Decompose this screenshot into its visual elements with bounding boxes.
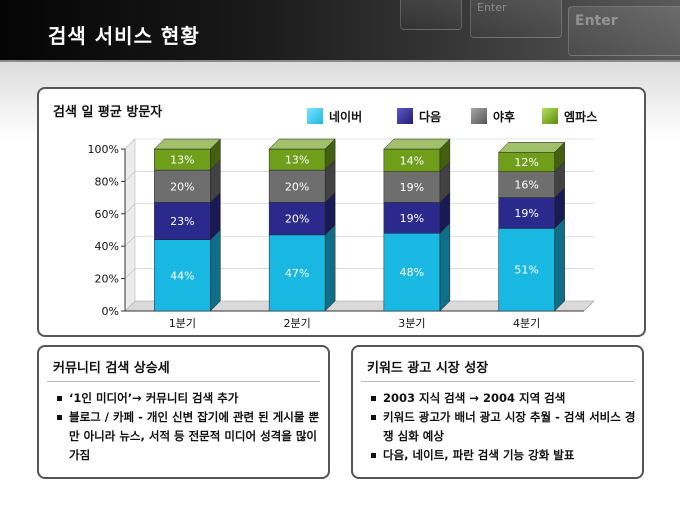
- legend-item-empas: 엠파스: [542, 107, 597, 125]
- legend-label: 엠파스: [564, 109, 598, 124]
- info-box-title: 커뮤니티 검색 상승세: [53, 361, 170, 376]
- data-label: 48%: [400, 266, 424, 279]
- legend-swatch: [542, 108, 558, 124]
- gridline-depth: [124, 171, 136, 182]
- x-tick-label: 4분기: [513, 317, 540, 330]
- header-divider: [0, 60, 680, 62]
- bar-segment-top: [383, 138, 451, 150]
- data-label: 19%: [514, 207, 538, 220]
- bar-segment: [268, 202, 326, 236]
- bar-segment: [383, 202, 441, 234]
- y-tick-label: 80%: [95, 175, 119, 188]
- y-tick-label: 60%: [95, 208, 119, 221]
- chart-panel: 검색 일 평균 방문자 네이버 다음 야후 엠파스 0% 20% 40% 60% 80%…: [37, 87, 646, 337]
- keyboard-key-decoration: Enter: [568, 6, 680, 56]
- data-label: 14%: [400, 154, 424, 167]
- bullet-item: ‘1인 미디어’→ 커뮤니티 검색 추가: [53, 389, 322, 408]
- legend-swatch: [471, 108, 487, 124]
- data-label: 23%: [170, 215, 194, 228]
- bar-segment-top: [268, 138, 336, 150]
- bar-segment: [268, 234, 326, 312]
- y-tick-label: 0%: [102, 305, 119, 318]
- bar-segment-side: [554, 217, 565, 312]
- data-label: 20%: [285, 180, 309, 193]
- bar-segment-side: [439, 222, 451, 312]
- gridline-depth: [124, 203, 136, 215]
- legend-swatch: [397, 108, 413, 124]
- bullet-item: 키워드 광고가 배너 광고 시장 추월 - 검색 서비스 경쟁 심화 예상: [367, 408, 636, 446]
- data-label: 13%: [285, 154, 309, 167]
- info-box-keyword-ads: 키워드 광고 시장 성장 2003 지식 검색 → 2004 지역 검색 키워드…: [351, 345, 644, 479]
- legend-item-yahoo: 야후: [471, 107, 515, 125]
- y-tick-label: 20%: [95, 273, 119, 286]
- bar-segment-top: [153, 138, 221, 150]
- data-label: 20%: [285, 213, 309, 226]
- bar-segment: [383, 232, 441, 312]
- gridline-depth: [124, 138, 136, 150]
- x-tick-label: 3분기: [398, 317, 425, 330]
- data-label: 44%: [170, 269, 194, 282]
- key-label: Enter: [575, 13, 618, 29]
- legend-item-naver: 네이버: [307, 107, 362, 125]
- legend-label: 다음: [419, 109, 442, 124]
- bar-segment: [154, 202, 211, 240]
- bar-segment-side: [210, 229, 221, 312]
- info-box-divider: [361, 381, 634, 382]
- bar-segment-top: [498, 141, 566, 153]
- stacked-bar-chart: 0% 20% 40% 60% 80% 100% 44% 23% 20% 13% 1분기 47% 20% 2…: [88, 138, 595, 330]
- gridline-depth: [124, 235, 136, 247]
- data-label: 51%: [514, 264, 538, 277]
- key-label: Enter: [477, 1, 507, 14]
- bullet-list: ‘1인 미디어’→ 커뮤니티 검색 추가 블로그 / 카페 - 개인 신변 잡기…: [53, 389, 322, 465]
- legend-swatch: [307, 108, 323, 124]
- legend-item-daum: 다음: [397, 107, 441, 125]
- data-label: 12%: [514, 156, 538, 169]
- info-box-divider: [47, 381, 320, 382]
- title-bar: Enter Enter 검색 서비스 현황: [0, 0, 680, 62]
- bar-segment: [498, 228, 555, 312]
- bar-segment: [268, 169, 326, 203]
- bar-segment: [154, 169, 211, 203]
- gridline-depth: [124, 268, 136, 279]
- bullet-item: 2003 지식 검색 → 2004 지역 검색: [367, 389, 636, 408]
- x-tick-label: 1분기: [169, 317, 196, 330]
- x-tick-label: 2분기: [284, 317, 311, 330]
- bar-segment: [498, 171, 555, 198]
- legend-label: 야후: [493, 109, 516, 124]
- data-label: 47%: [285, 267, 309, 280]
- bar-segment: [498, 197, 555, 229]
- data-label: 20%: [170, 180, 194, 193]
- legend-label: 네이버: [329, 109, 363, 124]
- keyboard-key-decoration: [400, 0, 462, 30]
- bar-segment-side: [324, 224, 336, 312]
- bullet-item: 다음, 네이트, 파란 검색 기능 강화 발표: [367, 446, 636, 465]
- bullet-list: 2003 지식 검색 → 2004 지역 검색 키워드 광고가 배너 광고 시장…: [367, 389, 636, 465]
- bullet-item: 블로그 / 카페 - 개인 신변 잡기에 관련 된 게시물 뿐만 아니라 뉴스,…: [53, 408, 322, 465]
- data-label: 19%: [400, 181, 424, 194]
- y-tick-label: 100%: [88, 143, 119, 156]
- data-label: 16%: [514, 179, 538, 192]
- chart-side-wall: [124, 138, 136, 312]
- data-label: 13%: [170, 154, 194, 167]
- keyboard-key-decoration: Enter: [470, 0, 562, 38]
- data-label: 19%: [400, 212, 424, 225]
- bar-segment: [383, 171, 441, 203]
- info-box-community: 커뮤니티 검색 상승세 ‘1인 미디어’→ 커뮤니티 검색 추가 블로그 / 카…: [37, 345, 330, 479]
- y-tick-label: 40%: [95, 240, 119, 253]
- info-box-title: 키워드 광고 시장 성장: [367, 361, 489, 376]
- chart-title: 검색 일 평균 방문자: [53, 105, 163, 120]
- page-title: 검색 서비스 현황: [48, 24, 200, 48]
- gridline-depth: [124, 300, 136, 312]
